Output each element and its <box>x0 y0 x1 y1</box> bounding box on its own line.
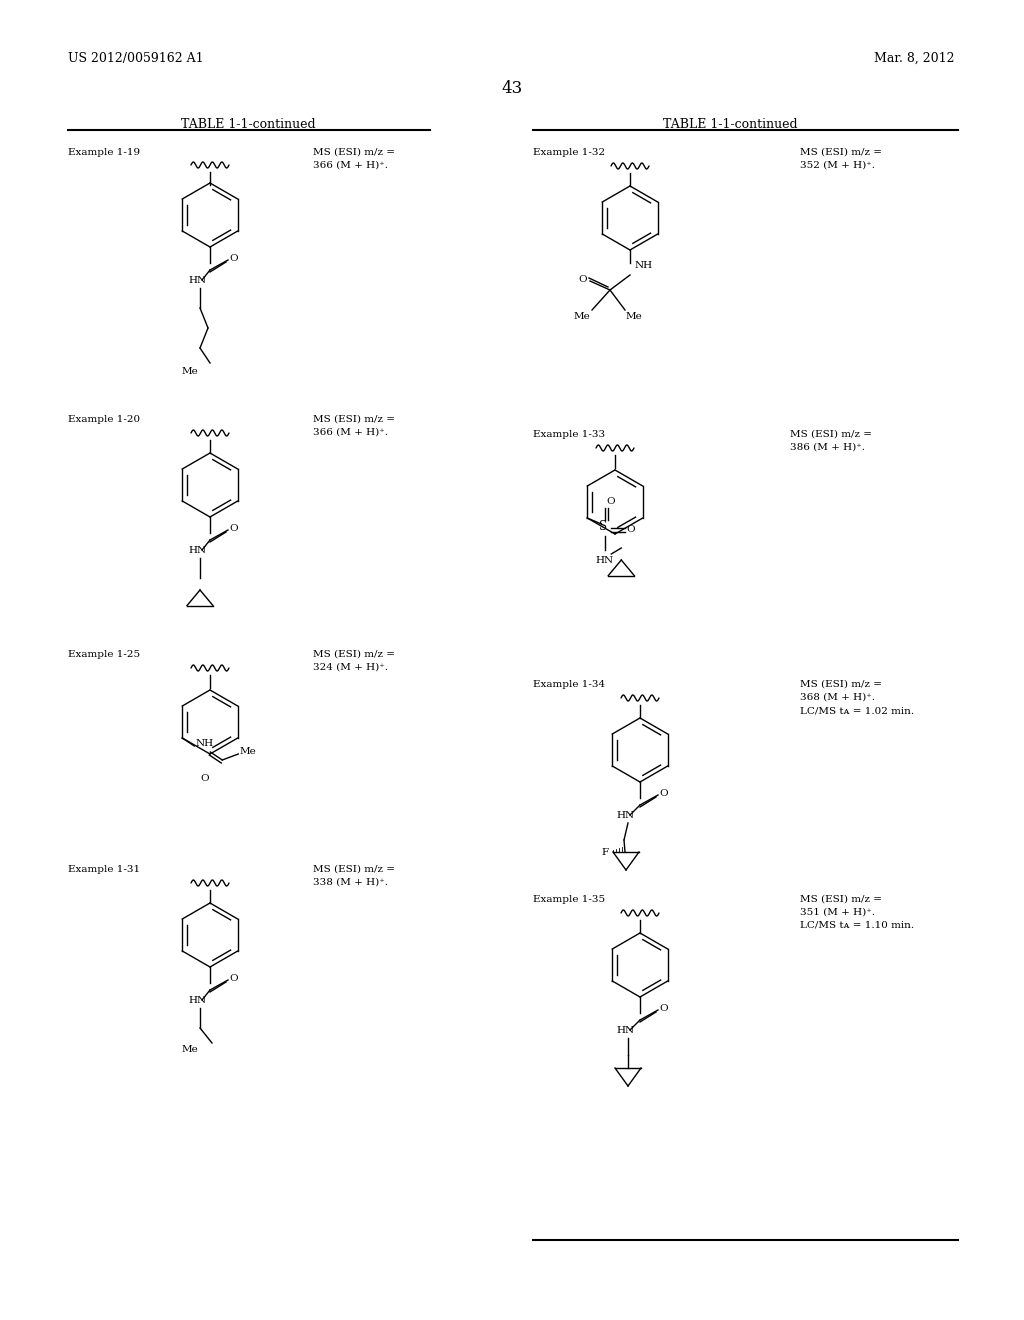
Text: MS (ESI) m/z =: MS (ESI) m/z = <box>313 414 395 424</box>
Text: HN: HN <box>616 810 634 820</box>
Text: HN: HN <box>616 1026 634 1035</box>
Text: Me: Me <box>182 1045 199 1053</box>
Text: MS (ESI) m/z =: MS (ESI) m/z = <box>800 895 882 904</box>
Text: Example 1-25: Example 1-25 <box>68 649 140 659</box>
Text: 351 (M + H)⁺.: 351 (M + H)⁺. <box>800 908 874 917</box>
Text: TABLE 1-1-continued: TABLE 1-1-continued <box>180 117 315 131</box>
Text: HN: HN <box>188 997 206 1005</box>
Text: O: O <box>659 789 668 799</box>
Text: HN: HN <box>595 556 613 565</box>
Text: US 2012/0059162 A1: US 2012/0059162 A1 <box>68 51 204 65</box>
Text: O: O <box>659 1005 668 1012</box>
Text: NH: NH <box>196 739 213 748</box>
Text: Mar. 8, 2012: Mar. 8, 2012 <box>874 51 955 65</box>
Text: 386 (M + H)⁺.: 386 (M + H)⁺. <box>790 444 865 451</box>
Text: TABLE 1-1-continued: TABLE 1-1-continued <box>663 117 798 131</box>
Text: 368 (M + H)⁺.: 368 (M + H)⁺. <box>800 693 874 702</box>
Text: MS (ESI) m/z =: MS (ESI) m/z = <box>790 430 872 440</box>
Text: HN: HN <box>188 276 206 285</box>
Text: MS (ESI) m/z =: MS (ESI) m/z = <box>800 680 882 689</box>
Text: Me: Me <box>182 367 199 376</box>
Text: Me: Me <box>240 747 256 756</box>
Text: S: S <box>599 520 607 532</box>
Text: Example 1-19: Example 1-19 <box>68 148 140 157</box>
Text: Me: Me <box>574 312 591 321</box>
Text: Example 1-33: Example 1-33 <box>534 430 605 440</box>
Text: 43: 43 <box>502 81 522 96</box>
Text: F: F <box>601 847 608 857</box>
Text: O: O <box>229 974 238 983</box>
Text: Example 1-34: Example 1-34 <box>534 680 605 689</box>
Text: O: O <box>201 774 209 783</box>
Text: MS (ESI) m/z =: MS (ESI) m/z = <box>800 148 882 157</box>
Text: 366 (M + H)⁺.: 366 (M + H)⁺. <box>313 428 388 437</box>
Text: HN: HN <box>188 546 206 554</box>
Text: MS (ESI) m/z =: MS (ESI) m/z = <box>313 865 395 874</box>
Text: Example 1-31: Example 1-31 <box>68 865 140 874</box>
Text: 366 (M + H)⁺.: 366 (M + H)⁺. <box>313 161 388 170</box>
Text: 338 (M + H)⁺.: 338 (M + H)⁺. <box>313 878 388 887</box>
Text: O: O <box>578 275 587 284</box>
Text: 352 (M + H)⁺.: 352 (M + H)⁺. <box>800 161 874 170</box>
Text: NH: NH <box>635 261 653 271</box>
Text: O: O <box>229 524 238 533</box>
Text: MS (ESI) m/z =: MS (ESI) m/z = <box>313 649 395 659</box>
Text: MS (ESI) m/z =: MS (ESI) m/z = <box>313 148 395 157</box>
Text: O: O <box>627 525 635 535</box>
Text: Me: Me <box>626 312 643 321</box>
Text: Example 1-35: Example 1-35 <box>534 895 605 904</box>
Text: 324 (M + H)⁺.: 324 (M + H)⁺. <box>313 663 388 672</box>
Text: LC/MS tᴀ = 1.02 min.: LC/MS tᴀ = 1.02 min. <box>800 706 914 715</box>
Text: Example 1-32: Example 1-32 <box>534 148 605 157</box>
Text: O: O <box>229 253 238 263</box>
Text: LC/MS tᴀ = 1.10 min.: LC/MS tᴀ = 1.10 min. <box>800 921 914 931</box>
Text: Example 1-20: Example 1-20 <box>68 414 140 424</box>
Text: O: O <box>606 498 615 506</box>
